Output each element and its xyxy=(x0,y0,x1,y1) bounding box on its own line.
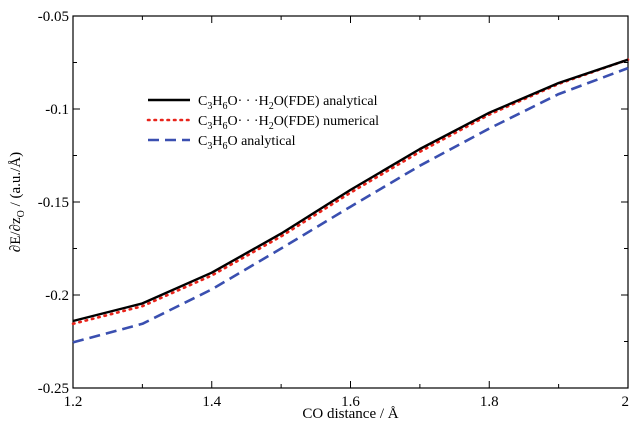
plot-frame xyxy=(72,15,629,389)
legend-text-part: H xyxy=(212,94,222,109)
legend-subscript: 6 xyxy=(222,121,227,132)
legend-label: C3H6O· · ·H2O(FDE) analytical xyxy=(198,94,378,112)
axis-ticks xyxy=(72,15,629,389)
series-lines xyxy=(71,58,630,344)
legend-text-part: O(FDE) analytical xyxy=(274,94,378,109)
legend-subscript: 3 xyxy=(207,101,212,112)
y-tick-label: -0.05 xyxy=(38,9,69,25)
legend-label: C3H6O· · ·H2O(FDE) numerical xyxy=(198,114,379,132)
legend-subscript: 2 xyxy=(269,101,274,112)
legend-text-part: O· · ·H xyxy=(227,114,268,129)
legend-text-part: O analytical xyxy=(227,134,295,149)
x-tick-label: 1.2 xyxy=(64,394,83,410)
y-tick-label: -0.25 xyxy=(38,381,69,397)
legend-subscript: 6 xyxy=(222,101,227,112)
y-axis-label-main: ∂E/∂z xyxy=(8,217,24,252)
y-axis-label-rest: / (a.u./Å) xyxy=(8,152,24,210)
legend-text-part: C xyxy=(198,94,207,109)
x-tick-label: 1.4 xyxy=(202,394,221,410)
x-axis-label: CO distance / Å xyxy=(302,406,398,422)
y-tick-label: -0.2 xyxy=(45,288,69,304)
series-line xyxy=(72,66,629,344)
legend-subscript: 3 xyxy=(207,141,212,152)
legend-text-part: H xyxy=(212,114,222,129)
x-tick-label: 2 xyxy=(622,394,630,410)
legend-label: C3H6O analytical xyxy=(198,134,296,152)
y-tick-label: -0.1 xyxy=(45,102,69,118)
legend-text-part: O(FDE) numerical xyxy=(274,114,379,129)
legend-subscript: 3 xyxy=(207,121,212,132)
legend-subscript: 6 xyxy=(222,141,227,152)
legend-text-part: O· · ·H xyxy=(227,94,268,109)
series-line xyxy=(72,58,629,323)
y-tick-label: -0.15 xyxy=(38,195,69,211)
tick-labels: 1.2 1.4 1.6 1.8 2 -0.25 -0.2 -0.15 -0.1 -0.05 xyxy=(38,9,629,410)
legend-text-part: H xyxy=(212,134,222,149)
legend-text-part: C xyxy=(198,134,207,149)
legend-text-part: C xyxy=(198,114,207,129)
legend-subscript: 2 xyxy=(269,121,274,132)
y-axis-label-sub: O xyxy=(16,210,27,217)
x-tick-label: 1.8 xyxy=(480,394,499,410)
y-axis-label: ∂E/∂zO / (a.u./Å) xyxy=(8,152,27,252)
x-tick-label: 1.6 xyxy=(341,394,360,410)
